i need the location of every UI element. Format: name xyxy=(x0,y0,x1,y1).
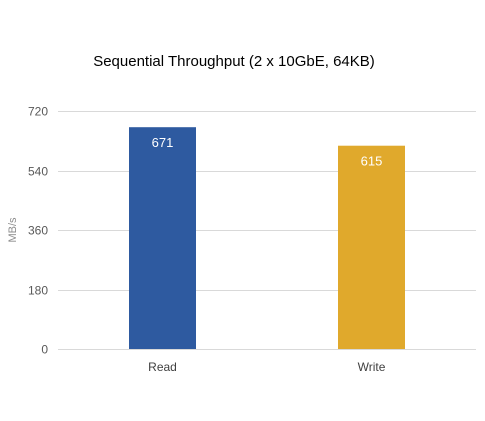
bars xyxy=(129,127,405,349)
chart-title: Sequential Throughput (2 x 10GbE, 64KB) xyxy=(93,53,375,70)
bar-read xyxy=(129,127,196,349)
bar-write xyxy=(338,145,405,349)
y-tick-label: 180 xyxy=(28,284,48,298)
y-tick-label: 720 xyxy=(28,105,48,119)
y-tick-label: 0 xyxy=(41,343,48,357)
y-tick-label: 540 xyxy=(28,165,48,179)
y-tick-labels: 0 180 360 540 720 xyxy=(28,105,48,357)
gridlines xyxy=(58,111,476,350)
data-labels: 671 615 xyxy=(152,135,383,169)
y-tick-label: 360 xyxy=(28,224,48,238)
data-label-write: 615 xyxy=(361,154,383,169)
y-axis-label: MB/s xyxy=(7,217,19,243)
x-tick-label-write: Write xyxy=(358,360,386,374)
x-tick-label-read: Read xyxy=(148,360,177,374)
x-tick-labels: Read Write xyxy=(148,360,386,374)
data-label-read: 671 xyxy=(152,135,174,150)
